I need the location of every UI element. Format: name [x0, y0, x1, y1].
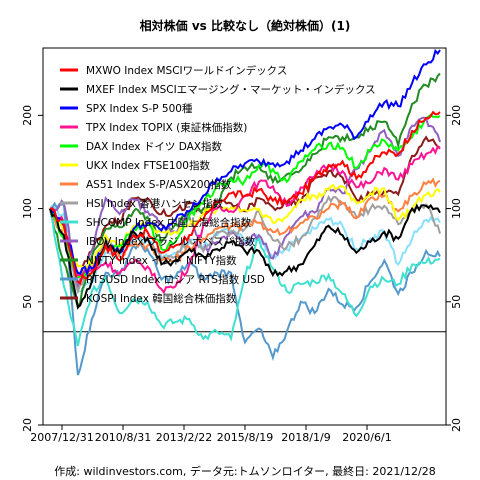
series-line-10: [49, 72, 441, 311]
legend-label-12: KOSPI Index 韓国総合株価指数: [86, 292, 237, 305]
y-tick-label-left: 50: [21, 295, 34, 309]
axis-layer: 20 20 50 50 100 100 200 200 2007/12/31 2010/8/31 2…: [21, 105, 463, 444]
series-line-9: [49, 116, 441, 290]
y-tick-label-left: 200: [21, 105, 34, 126]
legend-label-8: SHCOMP Index 中国上海総合指数: [86, 216, 252, 229]
y-tick-label-right: 50: [450, 295, 463, 309]
y-tick-label-left: 100: [21, 198, 34, 219]
legend-label-11: RTSUSD Index ロシア RTS指数 USD: [86, 273, 265, 286]
x-tick-label: 2010/8/31: [95, 431, 151, 444]
chart-title: 相対株価 vs 比較なし（絶対株価）(1): [140, 18, 351, 33]
series-layer: [49, 48, 441, 376]
legend-label-1: MXEF Index MSCIエマージング・マーケット・インデックス: [86, 83, 376, 96]
legend-label-6: AS51 Index S-P/ASX200指数: [86, 178, 232, 191]
series-line-5: [49, 183, 441, 269]
legend-label-10: NIFTY Index インド NIFTY指数: [86, 254, 237, 267]
series-line-8: [49, 208, 441, 347]
legend-label-3: TPX Index TOPIX (東証株価指数): [85, 121, 247, 134]
series-line-13: [49, 204, 441, 293]
x-tick-label: 2007/12/31: [30, 431, 93, 444]
y-tick-label-right: 200: [450, 105, 463, 126]
legend-label-2: SPX Index S-P 500種: [86, 102, 193, 115]
y-tick-label-left: 20: [21, 418, 34, 432]
series-line-4: [49, 113, 441, 279]
y-tick-label-right: 20: [450, 418, 463, 432]
x-tick-label: 2013/2/22: [156, 431, 212, 444]
legend-label-7: HSI Index 香港ハンセン指数: [86, 197, 224, 210]
chart-footer: 作成: wildinvestors.com, データ元:トムソンロイター, 最終…: [54, 464, 435, 478]
legend-label-0: MXWO Index MSCIワールドインデックス: [86, 64, 287, 77]
legend-label-4: DAX Index ドイツ DAX指数: [86, 140, 222, 153]
legend-label-9: IBOV Index ブラジル ボベスパ指数: [86, 235, 256, 248]
series-line-0: [49, 110, 441, 286]
y-tick-label-right: 100: [450, 198, 463, 219]
x-tick-label: 2018/1/9: [281, 431, 330, 444]
legend-label-5: UKX Index FTSE100指数: [86, 159, 210, 172]
series-line-12: [49, 135, 441, 280]
x-tick-label: 2020/6/1: [342, 431, 391, 444]
x-tick-label: 2015/8/19: [217, 431, 273, 444]
legend: MXWO Index MSCIワールドインデックス MXEF Index MSCI…: [60, 64, 376, 305]
